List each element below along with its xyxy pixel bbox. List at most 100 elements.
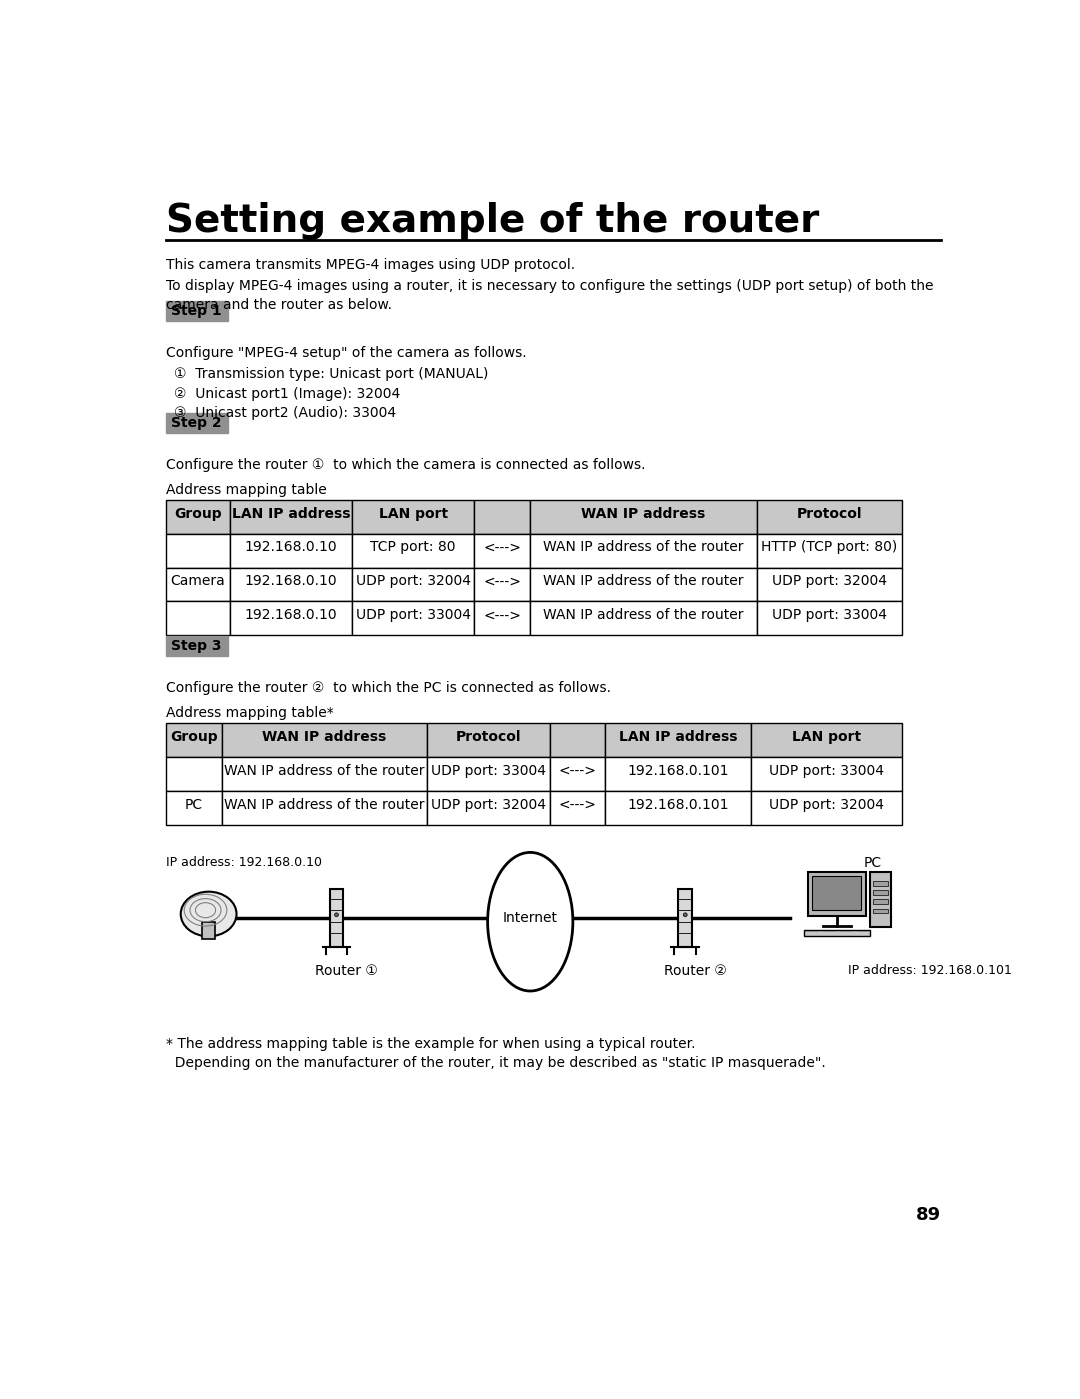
Text: WAN IP address of the router: WAN IP address of the router — [543, 575, 744, 589]
Text: * The address mapping table is the example for when using a typical router.: * The address mapping table is the examp… — [166, 1037, 696, 1051]
Bar — [869, 872, 891, 928]
Ellipse shape — [180, 891, 237, 936]
Text: Protocol: Protocol — [456, 730, 522, 744]
Text: 89: 89 — [916, 1206, 941, 1224]
Bar — [678, 888, 692, 947]
Bar — [757, 533, 902, 568]
Bar — [873, 881, 888, 886]
Bar — [550, 723, 606, 757]
Bar — [812, 876, 861, 911]
Bar — [530, 602, 757, 635]
Text: <--->: <---> — [484, 575, 522, 589]
Text: UDP port: 33004: UDP port: 33004 — [355, 609, 471, 623]
Bar — [166, 723, 221, 757]
Bar — [166, 790, 221, 824]
Text: UDP port: 32004: UDP port: 32004 — [769, 797, 885, 811]
Bar — [166, 301, 228, 322]
Bar — [550, 757, 606, 790]
Bar — [757, 568, 902, 602]
Text: ①  Transmission type: Unicast port (MANUAL): ① Transmission type: Unicast port (MANUA… — [174, 368, 488, 382]
Text: UDP port: 33004: UDP port: 33004 — [431, 764, 545, 778]
Text: UDP port: 33004: UDP port: 33004 — [769, 764, 885, 778]
Text: IP address: 192.168.0.10: IP address: 192.168.0.10 — [166, 856, 322, 869]
Text: IP address: 192.168.0.101: IP address: 192.168.0.101 — [848, 964, 1012, 977]
Text: Configure the router ①  to which the camera is connected as follows.: Configure the router ① to which the came… — [166, 457, 646, 473]
Text: <--->: <---> — [484, 609, 522, 623]
Text: UDP port: 32004: UDP port: 32004 — [355, 575, 471, 589]
Text: Address mapping table*: Address mapping table* — [166, 706, 334, 720]
Bar — [873, 908, 888, 914]
Bar — [808, 872, 866, 916]
Text: WAN IP address of the router: WAN IP address of the router — [543, 540, 744, 554]
Text: UDP port: 32004: UDP port: 32004 — [431, 797, 545, 811]
Bar — [428, 790, 550, 824]
Bar — [221, 757, 428, 790]
Bar — [757, 499, 902, 533]
Text: 192.168.0.101: 192.168.0.101 — [627, 764, 729, 778]
Text: ②  Unicast port1 (Image): 32004: ② Unicast port1 (Image): 32004 — [174, 386, 400, 400]
Bar — [550, 790, 606, 824]
Text: Camera: Camera — [171, 575, 225, 589]
Bar — [606, 790, 751, 824]
Bar — [352, 602, 474, 635]
Text: Setting example of the router: Setting example of the router — [166, 201, 820, 239]
Bar — [352, 533, 474, 568]
Text: UDP port: 33004: UDP port: 33004 — [772, 609, 887, 623]
Text: PC: PC — [864, 856, 881, 870]
Bar — [352, 499, 474, 533]
Ellipse shape — [488, 852, 572, 990]
Bar — [474, 533, 530, 568]
Text: 192.168.0.10: 192.168.0.10 — [244, 609, 337, 623]
Bar — [329, 888, 343, 947]
Text: Step 2: Step 2 — [172, 416, 222, 429]
Bar — [230, 533, 352, 568]
Bar — [166, 602, 230, 635]
Text: ③  Unicast port2 (Audio): 33004: ③ Unicast port2 (Audio): 33004 — [174, 406, 396, 420]
Bar — [751, 757, 902, 790]
Bar — [474, 568, 530, 602]
Text: Address mapping table: Address mapping table — [166, 483, 327, 497]
Text: To display MPEG-4 images using a router, it is necessary to configure the settin: To display MPEG-4 images using a router,… — [166, 278, 933, 292]
Bar — [230, 499, 352, 533]
Text: Configure "MPEG-4 setup" of the camera as follows.: Configure "MPEG-4 setup" of the camera a… — [166, 346, 527, 360]
Bar — [230, 568, 352, 602]
Bar — [873, 890, 888, 895]
Text: HTTP (TCP port: 80): HTTP (TCP port: 80) — [761, 540, 897, 554]
Bar — [221, 723, 428, 757]
Bar — [757, 602, 902, 635]
Bar — [166, 413, 228, 432]
Bar — [606, 757, 751, 790]
Text: 192.168.0.101: 192.168.0.101 — [627, 797, 729, 811]
Text: UDP port: 32004: UDP port: 32004 — [772, 575, 887, 589]
Text: Router ①: Router ① — [314, 964, 378, 978]
Text: Step 1: Step 1 — [172, 304, 222, 318]
Text: Depending on the manufacturer of the router, it may be described as "static IP m: Depending on the manufacturer of the rou… — [166, 1056, 826, 1070]
Bar — [530, 499, 757, 533]
Bar — [221, 790, 428, 824]
Bar — [474, 499, 530, 533]
Text: Protocol: Protocol — [797, 506, 862, 520]
Bar — [474, 602, 530, 635]
Text: Step 3: Step 3 — [172, 639, 221, 653]
Ellipse shape — [335, 914, 338, 916]
Bar — [751, 723, 902, 757]
Bar — [166, 533, 230, 568]
Bar — [530, 568, 757, 602]
Text: LAN port: LAN port — [379, 506, 448, 520]
Text: LAN port: LAN port — [792, 730, 861, 744]
Text: Configure the router ②  to which the PC is connected as follows.: Configure the router ② to which the PC i… — [166, 681, 611, 695]
Bar — [804, 930, 869, 936]
Bar — [428, 723, 550, 757]
Bar — [873, 900, 888, 904]
Text: WAN IP address: WAN IP address — [581, 506, 705, 520]
Text: <--->: <---> — [558, 764, 596, 778]
Text: WAN IP address: WAN IP address — [262, 730, 387, 744]
Bar — [352, 568, 474, 602]
Text: Group: Group — [170, 730, 218, 744]
Text: camera and the router as below.: camera and the router as below. — [166, 298, 392, 312]
Text: WAN IP address of the router: WAN IP address of the router — [225, 764, 424, 778]
Text: Group: Group — [174, 506, 221, 520]
Bar — [606, 723, 751, 757]
Text: <--->: <---> — [484, 540, 522, 554]
Bar — [166, 568, 230, 602]
